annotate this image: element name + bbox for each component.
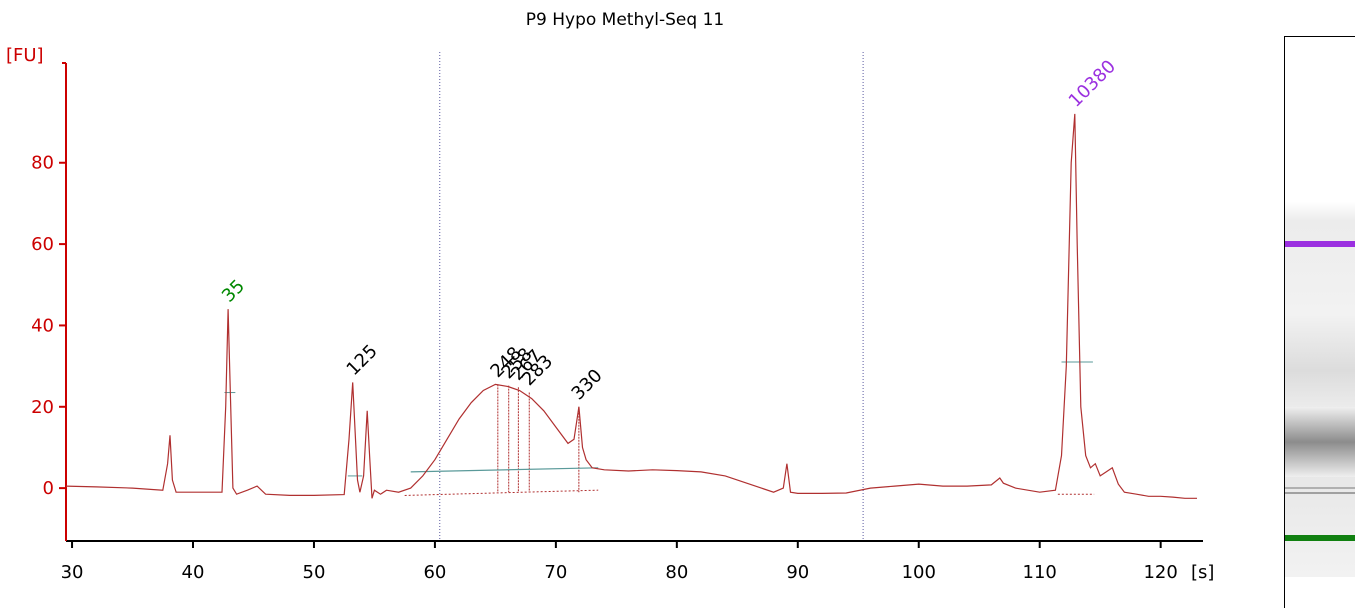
x-tick-label: 120 bbox=[1143, 562, 1177, 583]
x-axis: 30 40 50 60 70 80 90 100 110 120 bbox=[61, 540, 1203, 583]
x-tick-label: 90 bbox=[786, 562, 809, 583]
y-axis-label: [FU] bbox=[6, 45, 44, 66]
region-lines bbox=[439, 52, 864, 541]
smear-baseline bbox=[404, 489, 599, 496]
peak-label: 330 bbox=[568, 365, 607, 404]
y-axis: 0 20 40 60 80 bbox=[31, 62, 67, 541]
x-axis-label: [s] bbox=[1191, 562, 1214, 583]
gel-band-lower-marker bbox=[1285, 535, 1355, 541]
x-tick-label: 70 bbox=[544, 562, 567, 583]
x-tick-label: 100 bbox=[902, 562, 936, 583]
x-tick-label: 40 bbox=[182, 562, 205, 583]
y-tick-label: 0 bbox=[43, 478, 54, 499]
chart-title: P9 Hypo Methyl-Seq 11 bbox=[526, 10, 724, 30]
signal-trace bbox=[65, 113, 1197, 499]
smear-level-line bbox=[410, 467, 599, 473]
y-tick-label: 60 bbox=[31, 234, 54, 255]
lower-marker-label: 35 bbox=[218, 276, 249, 307]
upper-marker-label: 10380 bbox=[1065, 56, 1120, 111]
x-tick-label: 30 bbox=[61, 562, 84, 583]
y-tick-label: 40 bbox=[31, 315, 54, 336]
gel-image bbox=[1284, 36, 1355, 608]
gel-band-upper-marker bbox=[1285, 241, 1355, 247]
x-tick-label: 110 bbox=[1023, 562, 1057, 583]
gel-band-faint bbox=[1285, 492, 1355, 494]
x-tick-label: 60 bbox=[423, 562, 446, 583]
trace bbox=[65, 113, 1197, 499]
y-tick-label: 20 bbox=[31, 397, 54, 418]
peak-label: 125 bbox=[343, 341, 382, 380]
gel-band-faint bbox=[1285, 487, 1355, 489]
gel-fragment-smear bbox=[1285, 407, 1355, 477]
y-tick-label: 80 bbox=[31, 153, 54, 174]
x-tick-label: 50 bbox=[303, 562, 326, 583]
x-tick-label: 80 bbox=[665, 562, 688, 583]
gel-background bbox=[1285, 202, 1355, 577]
